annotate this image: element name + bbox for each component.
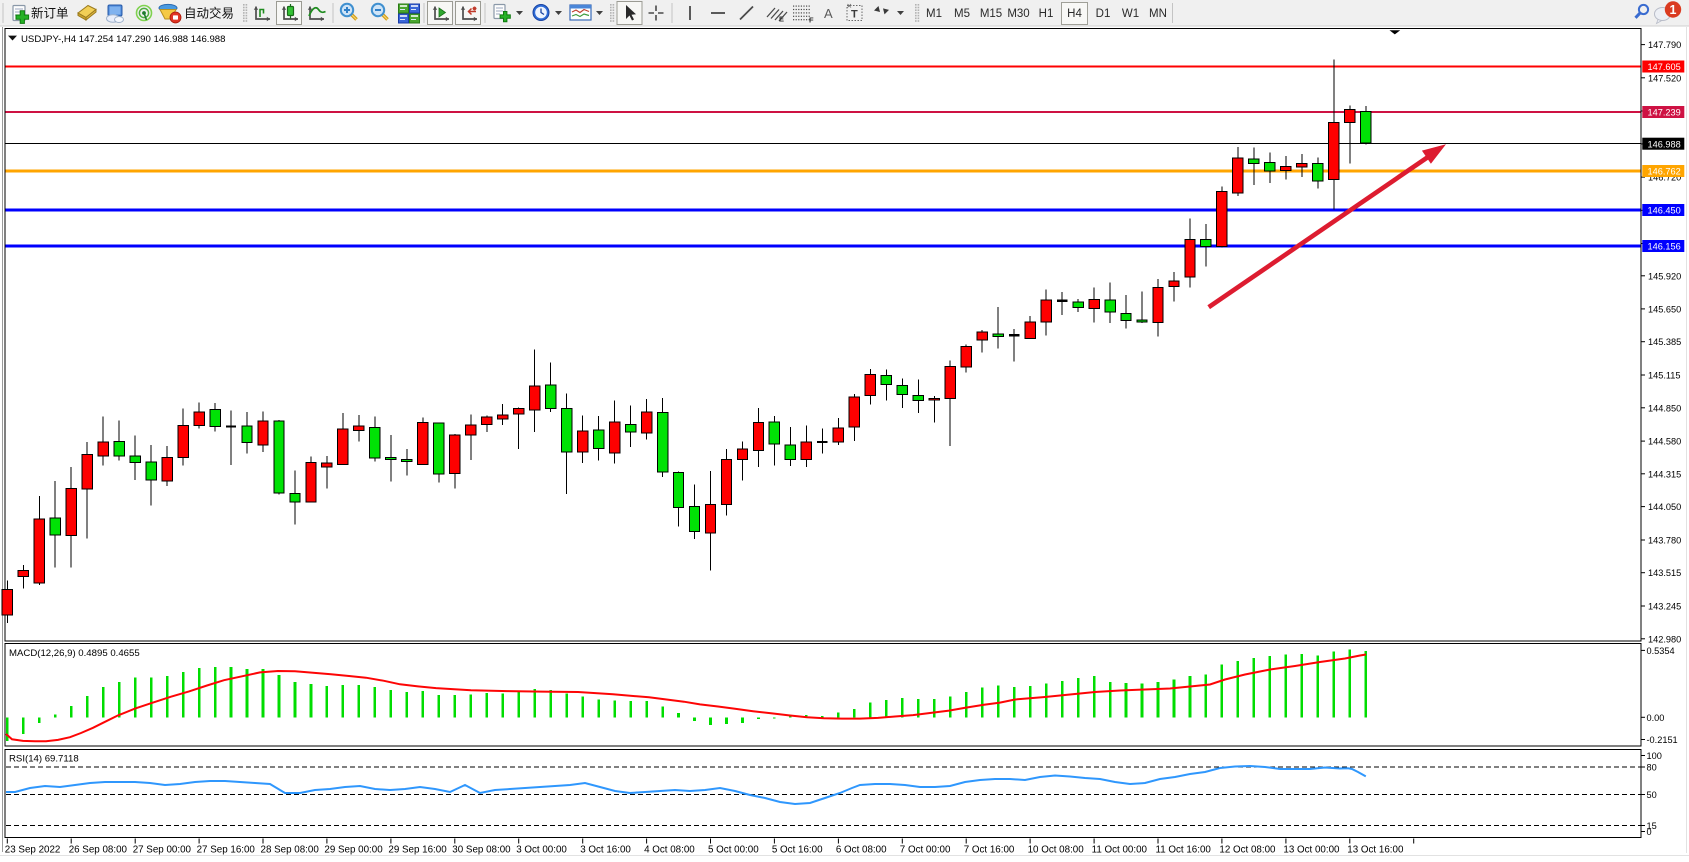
svg-text:自动交易: 自动交易 <box>184 6 234 21</box>
svg-text:145.385: 145.385 <box>1648 337 1681 347</box>
svg-text:145.650: 145.650 <box>1648 304 1681 314</box>
svg-text:147.790: 147.790 <box>1648 40 1681 50</box>
svg-text:10 Oct 08:00: 10 Oct 08:00 <box>1028 845 1085 856</box>
svg-text:-0.2151: -0.2151 <box>1647 735 1678 745</box>
svg-text:7 Oct 00:00: 7 Oct 00:00 <box>900 845 951 856</box>
svg-text:29 Sep 00:00: 29 Sep 00:00 <box>324 845 383 856</box>
svg-text:1: 1 <box>1670 3 1677 17</box>
svg-text:143.245: 143.245 <box>1648 602 1681 612</box>
svg-text:146.762: 146.762 <box>1648 167 1681 177</box>
svg-text:50: 50 <box>1647 790 1657 800</box>
svg-text:H4: H4 <box>1067 8 1082 20</box>
svg-text:3 Oct 16:00: 3 Oct 16:00 <box>580 845 631 856</box>
svg-text:0.00: 0.00 <box>1647 713 1665 723</box>
svg-text:145.115: 145.115 <box>1648 371 1681 381</box>
svg-text:147.520: 147.520 <box>1648 73 1681 83</box>
svg-text:144.050: 144.050 <box>1648 502 1681 512</box>
svg-text:23 Sep 2022: 23 Sep 2022 <box>5 845 61 856</box>
svg-text:6 Oct 08:00: 6 Oct 08:00 <box>836 845 887 856</box>
svg-text:146.988: 146.988 <box>1648 139 1681 149</box>
svg-text:H1: H1 <box>1039 8 1054 20</box>
svg-text:11 Oct 16:00: 11 Oct 16:00 <box>1156 845 1212 856</box>
svg-text:100: 100 <box>1647 751 1662 761</box>
svg-text:0: 0 <box>1647 827 1652 837</box>
svg-text:142.980: 142.980 <box>1648 634 1681 644</box>
svg-text:28 Sep 08:00: 28 Sep 08:00 <box>261 845 320 856</box>
svg-text:11 Oct 00:00: 11 Oct 00:00 <box>1092 845 1148 856</box>
svg-text:A: A <box>824 6 833 21</box>
svg-text:144.580: 144.580 <box>1648 437 1681 447</box>
svg-text:29 Sep 16:00: 29 Sep 16:00 <box>388 845 447 856</box>
svg-text:13 Oct 16:00: 13 Oct 16:00 <box>1347 845 1404 856</box>
svg-text:147.605: 147.605 <box>1648 62 1681 72</box>
svg-text:MACD(12,26,9) 0.4895 0.4655: MACD(12,26,9) 0.4895 0.4655 <box>9 648 140 659</box>
svg-text:7 Oct 16:00: 7 Oct 16:00 <box>964 845 1015 856</box>
svg-text:145.920: 145.920 <box>1648 271 1681 281</box>
svg-text:27 Sep 00:00: 27 Sep 00:00 <box>133 845 192 856</box>
svg-text:147.239: 147.239 <box>1648 108 1681 118</box>
svg-text:新订单: 新订单 <box>31 6 69 21</box>
svg-text:3 Oct 00:00: 3 Oct 00:00 <box>516 845 567 856</box>
svg-text:M15: M15 <box>980 8 1002 20</box>
svg-text:USDJPY-,H4 147.254 147.290 14: USDJPY-,H4 147.254 147.290 146.988 146.9… <box>21 34 225 45</box>
svg-text:M1: M1 <box>926 8 942 20</box>
svg-text:M30: M30 <box>1007 8 1029 20</box>
svg-text:0.5354: 0.5354 <box>1647 646 1675 656</box>
svg-text:12 Oct 08:00: 12 Oct 08:00 <box>1219 845 1276 856</box>
svg-text:4 Oct 08:00: 4 Oct 08:00 <box>644 845 695 856</box>
svg-text:M5: M5 <box>954 8 970 20</box>
svg-text:MN: MN <box>1149 8 1167 20</box>
svg-text:27 Sep 16:00: 27 Sep 16:00 <box>197 845 256 856</box>
svg-text:146.156: 146.156 <box>1648 242 1681 252</box>
svg-text:13 Oct 00:00: 13 Oct 00:00 <box>1283 845 1340 856</box>
svg-text:146.720: 146.720 <box>1648 173 1681 183</box>
svg-text:144.315: 144.315 <box>1648 469 1681 479</box>
svg-text:D1: D1 <box>1096 8 1111 20</box>
svg-text:15: 15 <box>1647 821 1657 831</box>
svg-text:143.780: 143.780 <box>1648 536 1681 546</box>
svg-text:80: 80 <box>1647 763 1657 773</box>
svg-text:W1: W1 <box>1122 8 1139 20</box>
svg-text:F: F <box>809 16 814 25</box>
svg-text:30 Sep 08:00: 30 Sep 08:00 <box>452 845 511 856</box>
svg-text:26 Sep 08:00: 26 Sep 08:00 <box>69 845 128 856</box>
svg-text:RSI(14) 69.7118: RSI(14) 69.7118 <box>9 754 79 765</box>
svg-text:143.515: 143.515 <box>1648 568 1681 578</box>
svg-text:E: E <box>779 15 784 24</box>
svg-text:5 Oct 16:00: 5 Oct 16:00 <box>772 845 823 856</box>
svg-text:5 Oct 00:00: 5 Oct 00:00 <box>708 845 759 856</box>
svg-text:T: T <box>851 9 858 21</box>
svg-text:146.450: 146.450 <box>1648 206 1681 216</box>
svg-text:144.850: 144.850 <box>1648 403 1681 413</box>
